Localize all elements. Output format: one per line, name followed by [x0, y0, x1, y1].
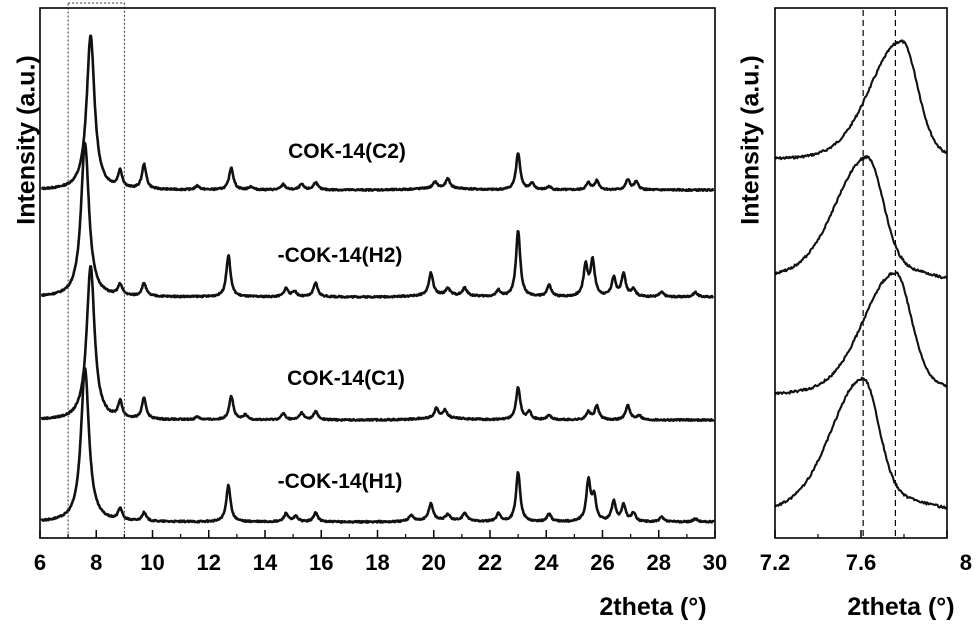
left-panel: COK-14(C2) -COK-14(H2) COK-14(C1) -COK-14(H… — [13, 2, 727, 621]
zoom-trace-1 — [774, 39, 948, 161]
x-tick-label: 7.2 — [760, 550, 791, 575]
x-tick-label: 20 — [422, 550, 446, 575]
x-tick-label: 30 — [703, 550, 727, 575]
right-panel: 7.2 7.6 8 Intensity (a.u.) 2theta (°) — [737, 7, 972, 621]
x-tick-label: 24 — [534, 550, 559, 575]
series-label-3: COK-14(C1) — [287, 367, 405, 390]
right-x-axis-title: 2theta (°) — [847, 593, 954, 621]
x-tick-label: 8 — [90, 550, 102, 575]
x-tick-label: 12 — [197, 550, 221, 575]
zoom-trace-4 — [774, 376, 948, 510]
left-y-axis-title: Intensity (a.u.) — [13, 55, 41, 224]
left-x-axis-title: 2theta (°) — [599, 593, 706, 621]
x-tick-label: 16 — [309, 550, 333, 575]
x-tick-label: 14 — [253, 550, 278, 575]
right-x-ticks: 7.2 7.6 8 — [760, 530, 972, 575]
series-trace-1 — [40, 34, 715, 192]
series-label-4: -COK-14(H1) — [278, 470, 403, 493]
x-tick-label: 7.6 — [846, 550, 877, 575]
x-tick-label: 10 — [140, 550, 164, 575]
highlight-box — [67, 2, 125, 539]
x-tick-label: 22 — [478, 550, 502, 575]
x-tick-label: 28 — [647, 550, 671, 575]
series-label-2: -COK-14(H2) — [278, 244, 403, 267]
series-trace-2 — [40, 141, 715, 299]
right-y-axis-title: Intensity (a.u.) — [737, 55, 765, 224]
x-tick-label: 18 — [365, 550, 389, 575]
zoom-trace-2 — [774, 155, 948, 280]
series-trace-3 — [40, 265, 715, 422]
right-traces — [774, 39, 948, 510]
series-trace-4 — [40, 367, 715, 524]
zoom-trace-3 — [774, 271, 948, 396]
x-tick-label: 6 — [34, 550, 46, 575]
left-plot-frame — [39, 7, 716, 539]
x-tick-label: 26 — [590, 550, 614, 575]
x-tick-label: 8 — [960, 550, 972, 575]
right-plot-frame — [774, 7, 948, 539]
left-series-labels: COK-14(C2) -COK-14(H2) COK-14(C1) -COK-14(H… — [278, 140, 406, 493]
series-label-1: COK-14(C2) — [288, 140, 406, 163]
left-x-ticks: 6 8 10 12 14 16 18 20 22 24 26 28 30 — [34, 530, 727, 575]
left-traces — [40, 34, 715, 524]
